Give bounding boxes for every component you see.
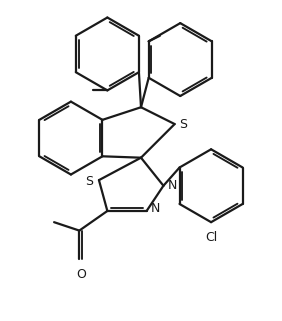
Text: S: S — [179, 117, 187, 131]
Text: N: N — [168, 179, 177, 192]
Text: S: S — [85, 175, 93, 188]
Text: N: N — [151, 202, 160, 215]
Text: O: O — [76, 268, 86, 282]
Text: Cl: Cl — [205, 230, 217, 244]
